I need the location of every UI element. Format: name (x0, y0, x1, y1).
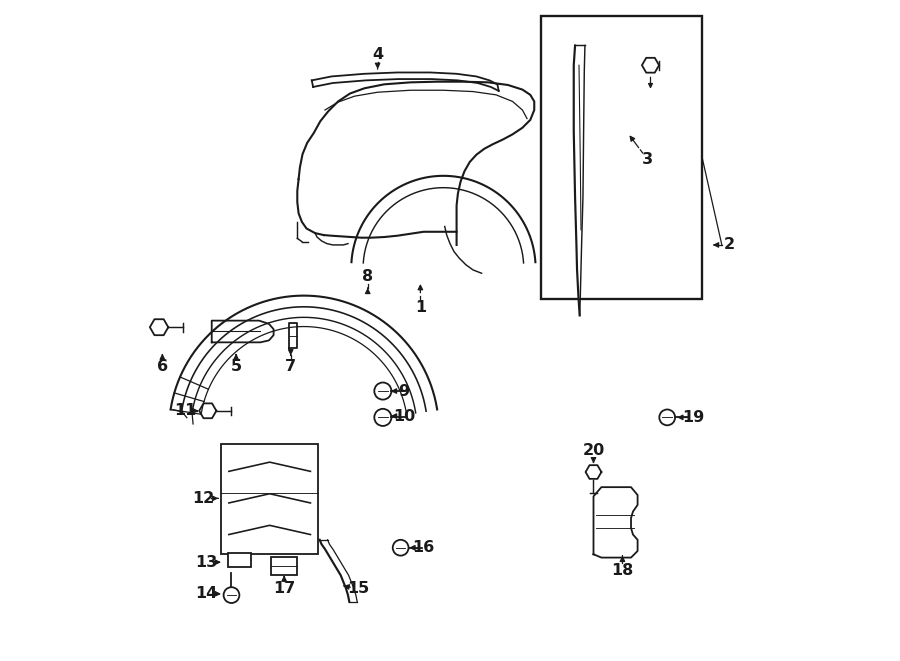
Text: 4: 4 (372, 46, 383, 61)
Bar (220, 444, 319, 555)
Text: 13: 13 (195, 555, 218, 570)
Bar (228, 553, 250, 567)
Text: 16: 16 (412, 540, 435, 555)
Bar (271, 557, 297, 575)
Text: 11: 11 (175, 403, 196, 418)
Text: 17: 17 (273, 581, 295, 596)
Text: 12: 12 (192, 491, 214, 506)
Text: 8: 8 (362, 269, 374, 284)
Text: 14: 14 (195, 586, 218, 602)
Text: 1: 1 (415, 300, 426, 315)
Text: 18: 18 (611, 563, 634, 578)
Text: 19: 19 (682, 410, 705, 425)
Text: 2: 2 (724, 237, 735, 253)
Text: 5: 5 (230, 359, 241, 374)
Text: 10: 10 (392, 408, 415, 424)
Text: 3: 3 (642, 152, 653, 167)
Text: 20: 20 (582, 443, 605, 458)
Text: 9: 9 (399, 383, 410, 399)
Polygon shape (593, 487, 637, 558)
Bar (541, 16, 702, 299)
Text: 7: 7 (285, 359, 296, 374)
Text: 15: 15 (346, 581, 369, 596)
Text: 6: 6 (157, 359, 168, 374)
